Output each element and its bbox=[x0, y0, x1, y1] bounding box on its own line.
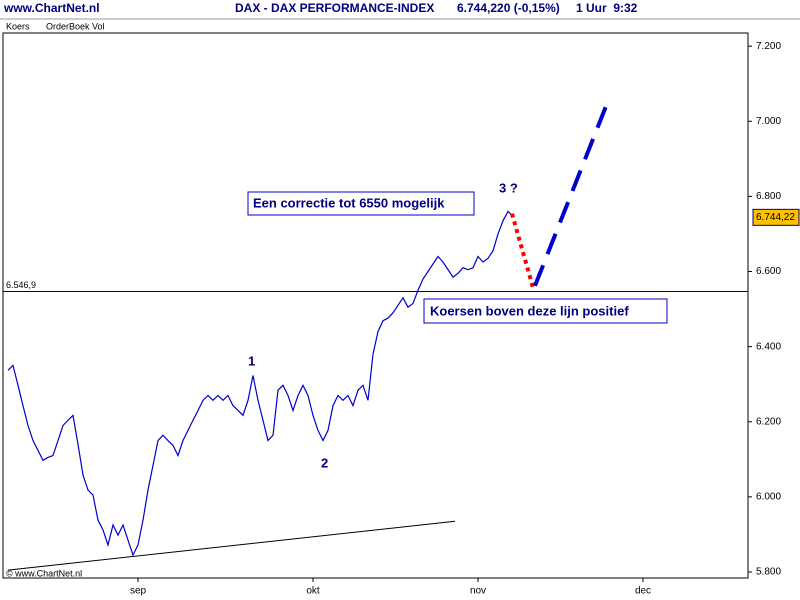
correction-line bbox=[510, 213, 535, 289]
support-line bbox=[7, 520, 456, 571]
wave-label: 1 bbox=[248, 353, 255, 368]
price-line bbox=[7, 210, 514, 557]
chart-title: DAX - DAX PERFORMANCE-INDEX bbox=[235, 1, 434, 15]
tab: Koers bbox=[6, 21, 30, 31]
x-tick-label: okt bbox=[306, 586, 320, 597]
plot-frame bbox=[2, 32, 749, 579]
site: www.ChartNet.nl bbox=[3, 1, 100, 15]
x-tick-label: nov bbox=[470, 586, 486, 597]
quote: 6.744,220 (-0,15%) bbox=[457, 1, 560, 15]
y-tick-label: 7.200 bbox=[756, 41, 781, 52]
annotation-box bbox=[247, 191, 475, 216]
y-tick-label: 6.400 bbox=[756, 341, 781, 352]
copyright: © www.ChartNet.nl bbox=[6, 568, 82, 578]
y-tick-label: 6.600 bbox=[756, 266, 781, 277]
y-tick-label: 5.800 bbox=[756, 567, 781, 578]
tab: OrderBoek Vol bbox=[46, 21, 105, 31]
wave-label: 3 ? bbox=[499, 180, 518, 195]
y-tick-label: 6.800 bbox=[756, 191, 781, 202]
wave-label: 2 bbox=[321, 455, 328, 470]
y-tick-label: 6.000 bbox=[756, 492, 781, 503]
target-line bbox=[533, 95, 612, 287]
y-tick-label: 6.200 bbox=[756, 416, 781, 427]
annotation: Een correctie tot 6550 mogelijk bbox=[253, 195, 445, 210]
annotation: Koersen boven deze lijn positief bbox=[430, 303, 629, 318]
x-tick-label: dec bbox=[635, 586, 651, 597]
last-price-label: 6.744,22 bbox=[756, 212, 795, 223]
last-price-box bbox=[752, 208, 800, 226]
x-tick-label: sep bbox=[130, 586, 147, 597]
annotation-box bbox=[423, 298, 668, 324]
level-label: 6.546,9 bbox=[6, 280, 36, 290]
y-tick-label: 7.000 bbox=[756, 116, 781, 127]
interval: 1 Uur 9:32 bbox=[576, 1, 638, 15]
